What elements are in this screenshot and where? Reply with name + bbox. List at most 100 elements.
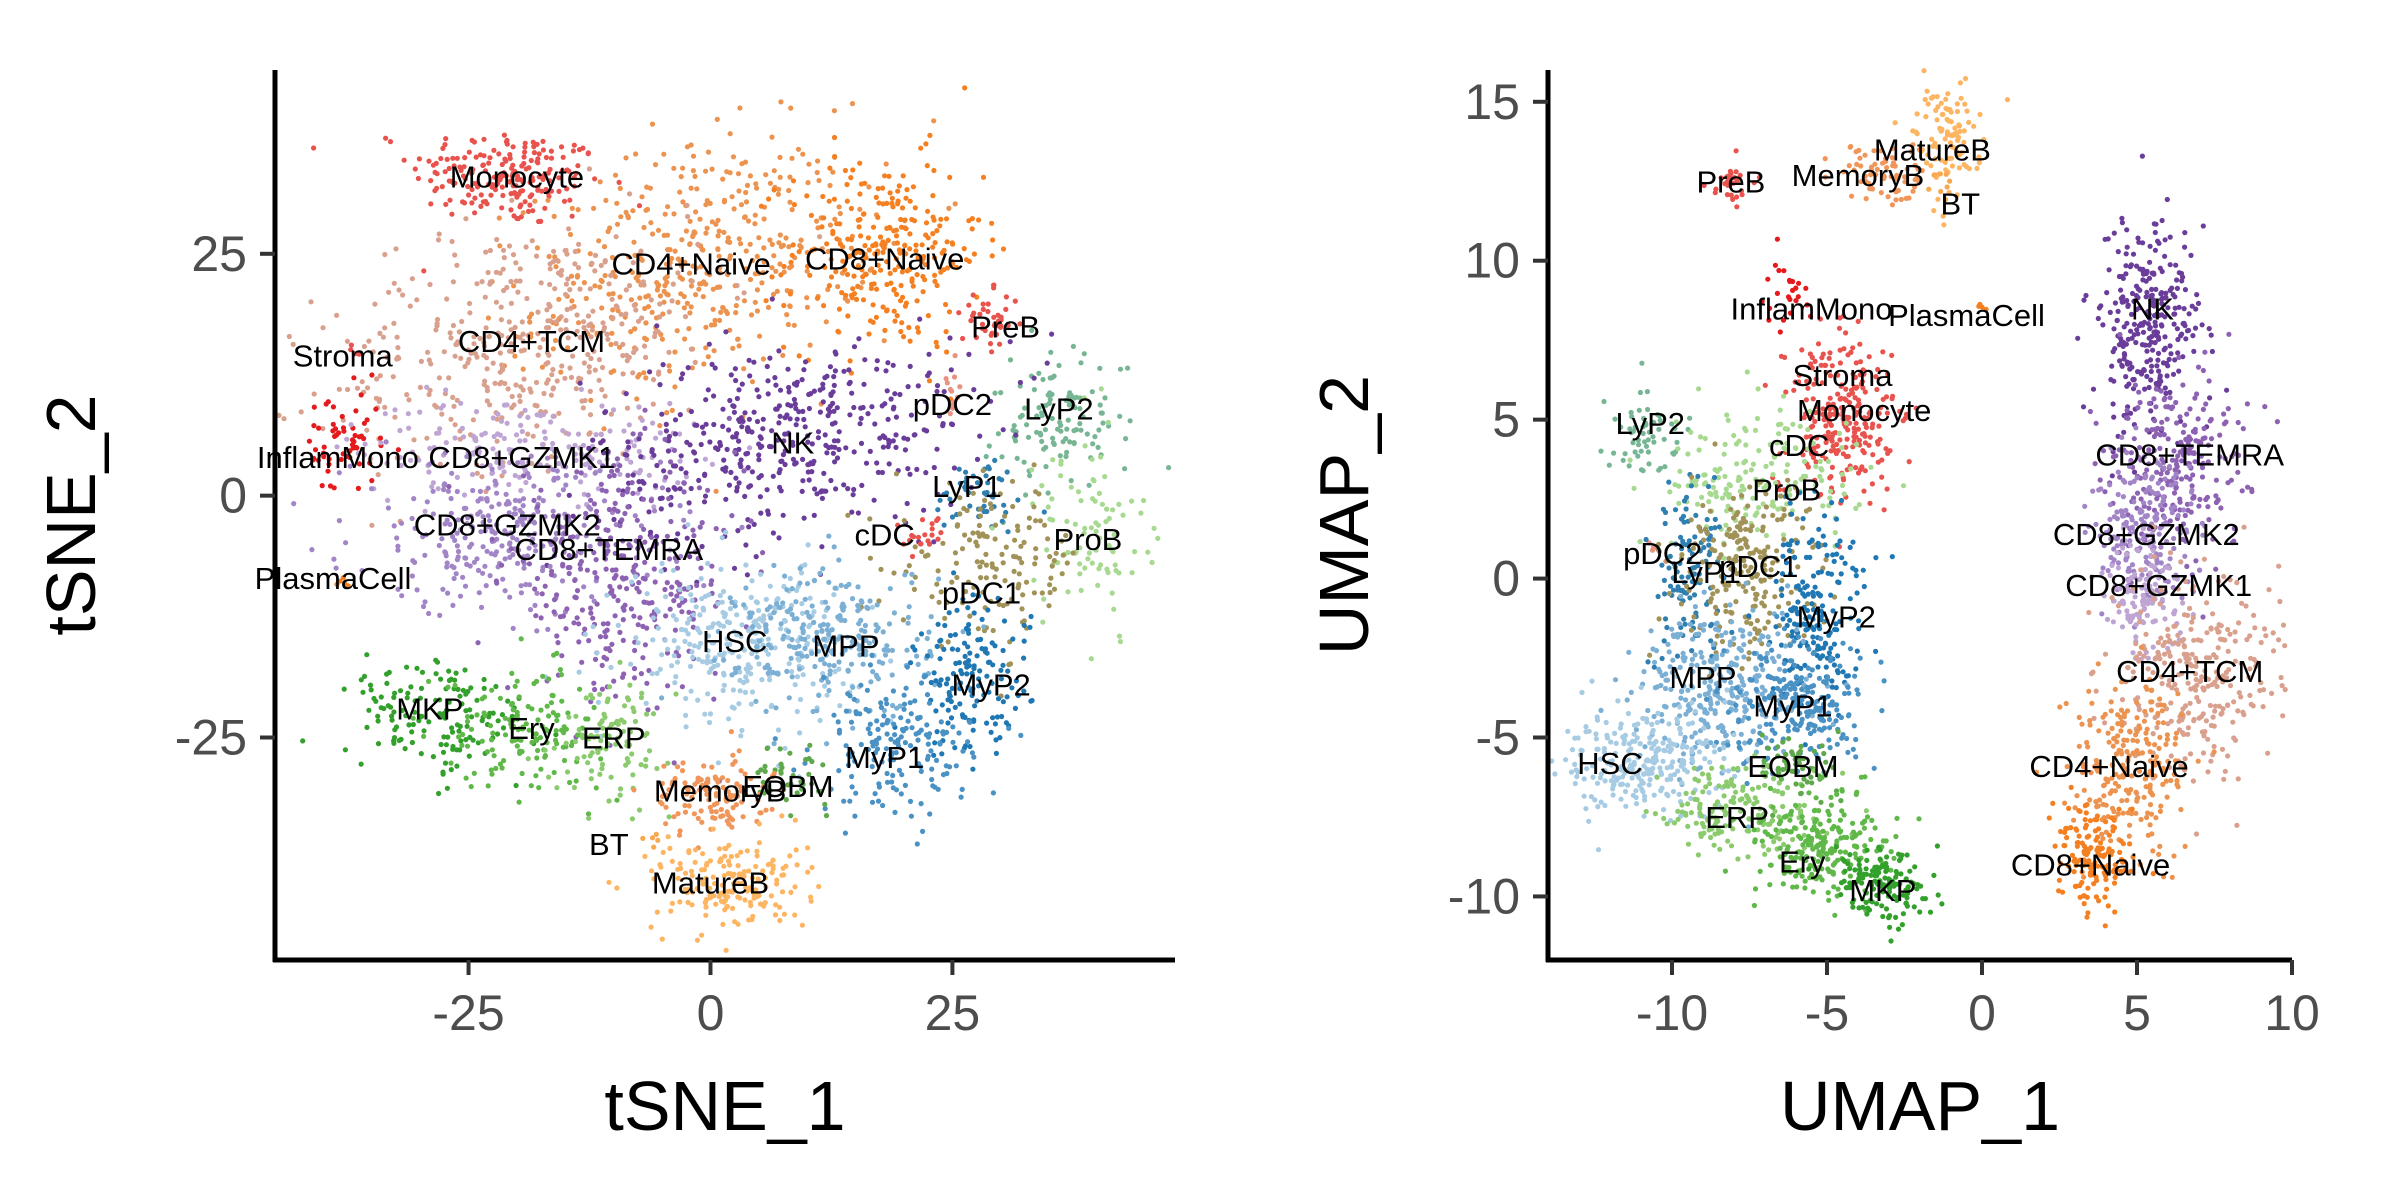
data-point <box>807 595 813 601</box>
data-point <box>425 349 431 355</box>
data-point <box>1092 498 1098 504</box>
data-point <box>687 641 693 647</box>
data-point <box>906 604 912 610</box>
data-point <box>473 154 479 160</box>
data-point <box>542 753 549 759</box>
data-point <box>651 452 657 458</box>
data-point <box>545 626 551 633</box>
data-point <box>754 287 761 293</box>
data-point <box>1938 100 1944 106</box>
data-point <box>1849 193 1855 199</box>
data-point <box>662 637 668 643</box>
data-point <box>731 206 737 212</box>
data-point <box>906 324 912 331</box>
data-point <box>931 752 937 758</box>
data-point <box>482 430 488 436</box>
data-point <box>570 148 577 154</box>
data-point <box>801 515 807 521</box>
data-point <box>663 474 669 480</box>
data-point <box>411 496 417 502</box>
data-point <box>833 486 839 492</box>
data-point <box>623 155 629 161</box>
data-point <box>778 626 784 632</box>
data-point <box>902 447 909 453</box>
data-point <box>703 904 709 910</box>
data-point <box>573 386 579 392</box>
data-point <box>936 681 942 687</box>
data-point <box>333 432 340 438</box>
data-point <box>614 456 621 462</box>
data-point <box>765 511 772 517</box>
data-point <box>532 198 538 204</box>
data-point <box>884 281 890 288</box>
data-point <box>1031 577 1037 583</box>
data-point <box>434 320 440 327</box>
data-point <box>567 779 573 786</box>
data-point <box>821 215 827 221</box>
data-point <box>992 522 999 528</box>
data-point <box>591 348 597 354</box>
data-point <box>874 358 880 364</box>
cluster-label: Stroma <box>293 338 394 373</box>
data-point <box>330 428 336 434</box>
data-point <box>860 279 866 285</box>
data-point <box>1138 510 1144 516</box>
data-point <box>971 610 977 616</box>
data-point <box>900 334 907 340</box>
data-point <box>1145 549 1151 555</box>
data-point <box>487 155 493 161</box>
data-point <box>970 530 976 536</box>
data-point <box>950 241 956 247</box>
data-point <box>499 473 505 479</box>
data-point <box>890 362 896 368</box>
data-point <box>769 296 775 302</box>
data-point <box>1058 461 1064 467</box>
data-point <box>746 917 752 923</box>
cluster-label: ERP <box>582 721 646 756</box>
data-point <box>701 763 707 769</box>
data-point <box>945 676 951 682</box>
data-point <box>886 173 892 179</box>
data-point <box>758 435 764 441</box>
data-point <box>620 492 626 498</box>
data-point <box>923 220 930 226</box>
data-point <box>1018 543 1024 549</box>
data-point <box>458 167 464 173</box>
data-point <box>789 252 795 258</box>
data-point <box>1127 418 1133 424</box>
data-point <box>801 416 807 423</box>
data-point <box>685 522 691 528</box>
data-point <box>811 577 818 584</box>
data-point <box>952 353 958 359</box>
data-point <box>462 667 468 673</box>
data-point <box>358 677 364 683</box>
data-point <box>692 359 698 365</box>
data-point <box>678 466 684 472</box>
data-point <box>965 644 971 650</box>
data-point <box>1073 427 1079 433</box>
data-point <box>798 237 804 243</box>
data-point <box>638 694 645 701</box>
data-point <box>991 282 997 288</box>
data-point <box>912 647 918 653</box>
data-point <box>753 599 759 605</box>
data-point <box>794 708 800 715</box>
data-point <box>668 502 674 508</box>
data-point <box>620 617 626 623</box>
data-point <box>686 326 692 332</box>
data-point <box>709 461 716 467</box>
data-point <box>1117 366 1124 372</box>
data-point <box>714 116 720 122</box>
data-point <box>793 599 799 605</box>
data-point <box>827 182 833 189</box>
data-point <box>653 607 660 613</box>
data-point <box>780 242 787 248</box>
data-point <box>962 85 968 91</box>
data-point <box>609 254 616 261</box>
data-point <box>758 571 764 577</box>
data-point <box>712 815 718 821</box>
data-point <box>681 480 687 486</box>
data-point <box>941 646 947 653</box>
data-point <box>300 738 306 744</box>
data-point <box>747 483 754 489</box>
